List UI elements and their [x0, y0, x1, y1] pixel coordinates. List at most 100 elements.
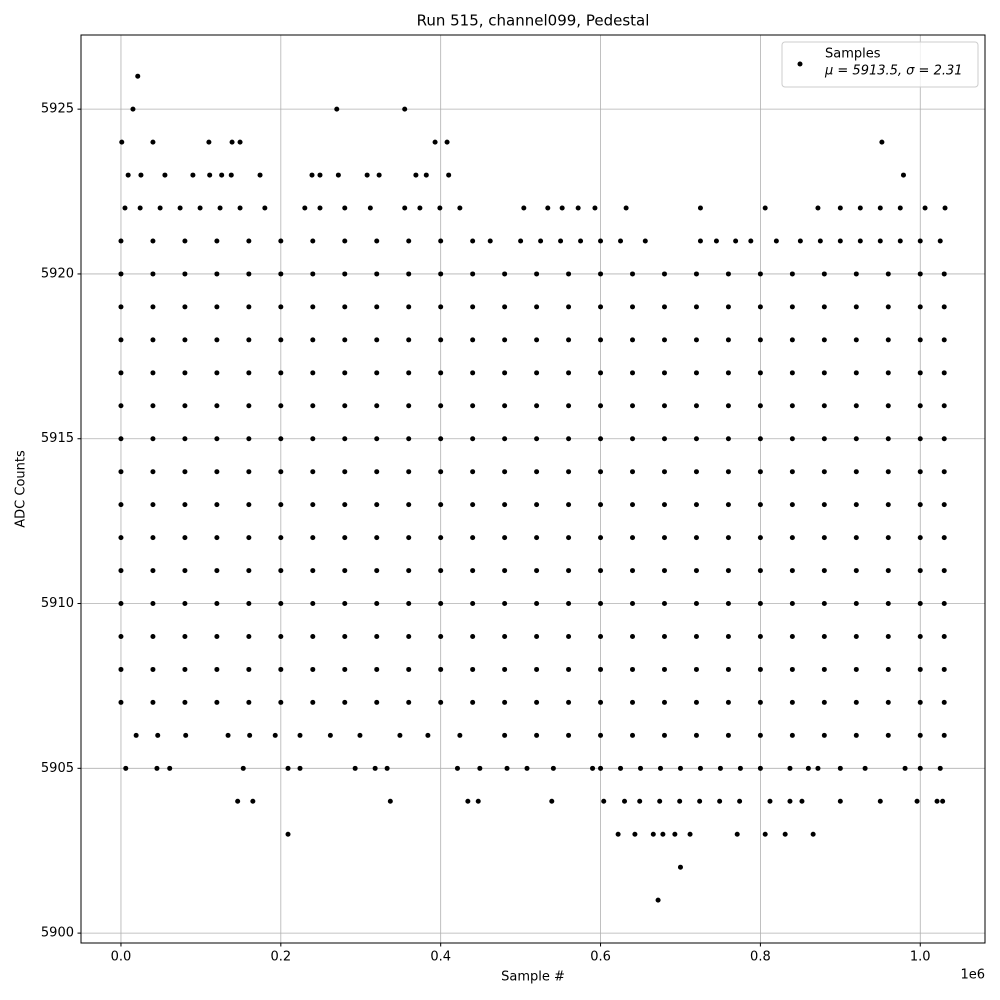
point — [940, 798, 946, 804]
point — [534, 304, 540, 310]
point — [885, 568, 891, 574]
point — [374, 403, 380, 409]
point — [789, 436, 795, 442]
point — [214, 535, 220, 541]
point — [425, 732, 431, 738]
point — [534, 337, 540, 343]
point — [342, 304, 348, 310]
point — [457, 205, 463, 211]
point — [618, 238, 624, 244]
point — [470, 535, 476, 541]
points — [118, 73, 948, 903]
point — [374, 337, 380, 343]
point — [444, 139, 450, 145]
point — [278, 601, 284, 607]
point — [917, 732, 923, 738]
point — [470, 436, 476, 442]
point — [789, 732, 795, 738]
point — [214, 469, 220, 475]
point — [717, 765, 723, 771]
point — [534, 370, 540, 376]
point — [278, 502, 284, 508]
point — [693, 699, 699, 705]
point — [630, 304, 636, 310]
point — [661, 304, 667, 310]
point — [598, 436, 604, 442]
point — [406, 304, 412, 310]
point — [566, 601, 572, 607]
point — [941, 568, 947, 574]
point — [773, 238, 779, 244]
point — [693, 502, 699, 508]
point — [502, 370, 508, 376]
point — [342, 535, 348, 541]
point — [941, 271, 947, 277]
point — [534, 666, 540, 672]
point — [437, 205, 443, 211]
point — [374, 469, 380, 475]
point — [661, 568, 667, 574]
point — [837, 238, 843, 244]
point — [214, 568, 220, 574]
point — [566, 370, 572, 376]
point — [406, 469, 412, 475]
point — [660, 831, 666, 837]
point — [406, 502, 412, 508]
point — [182, 633, 188, 639]
point — [897, 205, 903, 211]
point — [661, 732, 667, 738]
point — [342, 403, 348, 409]
point — [534, 633, 540, 639]
point — [342, 205, 348, 211]
point — [661, 436, 667, 442]
point — [598, 601, 604, 607]
point — [917, 699, 923, 705]
point — [217, 205, 223, 211]
point — [246, 601, 252, 607]
point — [853, 436, 859, 442]
point — [642, 238, 648, 244]
point — [310, 403, 316, 409]
point — [177, 205, 183, 211]
point — [278, 337, 284, 343]
point — [725, 699, 731, 705]
point — [406, 337, 412, 343]
point — [342, 666, 348, 672]
point — [438, 337, 444, 343]
y-tick-label: 5900 — [41, 926, 74, 941]
point — [438, 304, 444, 310]
point — [150, 139, 156, 145]
point — [590, 765, 596, 771]
point — [902, 765, 908, 771]
point — [821, 633, 827, 639]
point — [182, 535, 188, 541]
point — [310, 633, 316, 639]
point — [725, 304, 731, 310]
point — [150, 271, 156, 277]
point — [757, 271, 763, 277]
point — [598, 370, 604, 376]
point — [246, 633, 252, 639]
point — [725, 601, 731, 607]
point — [941, 304, 947, 310]
point — [693, 535, 699, 541]
point — [937, 238, 943, 244]
point — [438, 666, 444, 672]
point — [278, 699, 284, 705]
point — [137, 205, 143, 211]
point — [125, 172, 131, 178]
point — [237, 205, 243, 211]
point — [623, 205, 629, 211]
point — [615, 831, 621, 837]
point — [737, 765, 743, 771]
point — [534, 601, 540, 607]
point — [278, 304, 284, 310]
point — [725, 469, 731, 475]
point — [310, 238, 316, 244]
point — [941, 601, 947, 607]
point — [150, 337, 156, 343]
point — [592, 205, 598, 211]
point — [470, 568, 476, 574]
